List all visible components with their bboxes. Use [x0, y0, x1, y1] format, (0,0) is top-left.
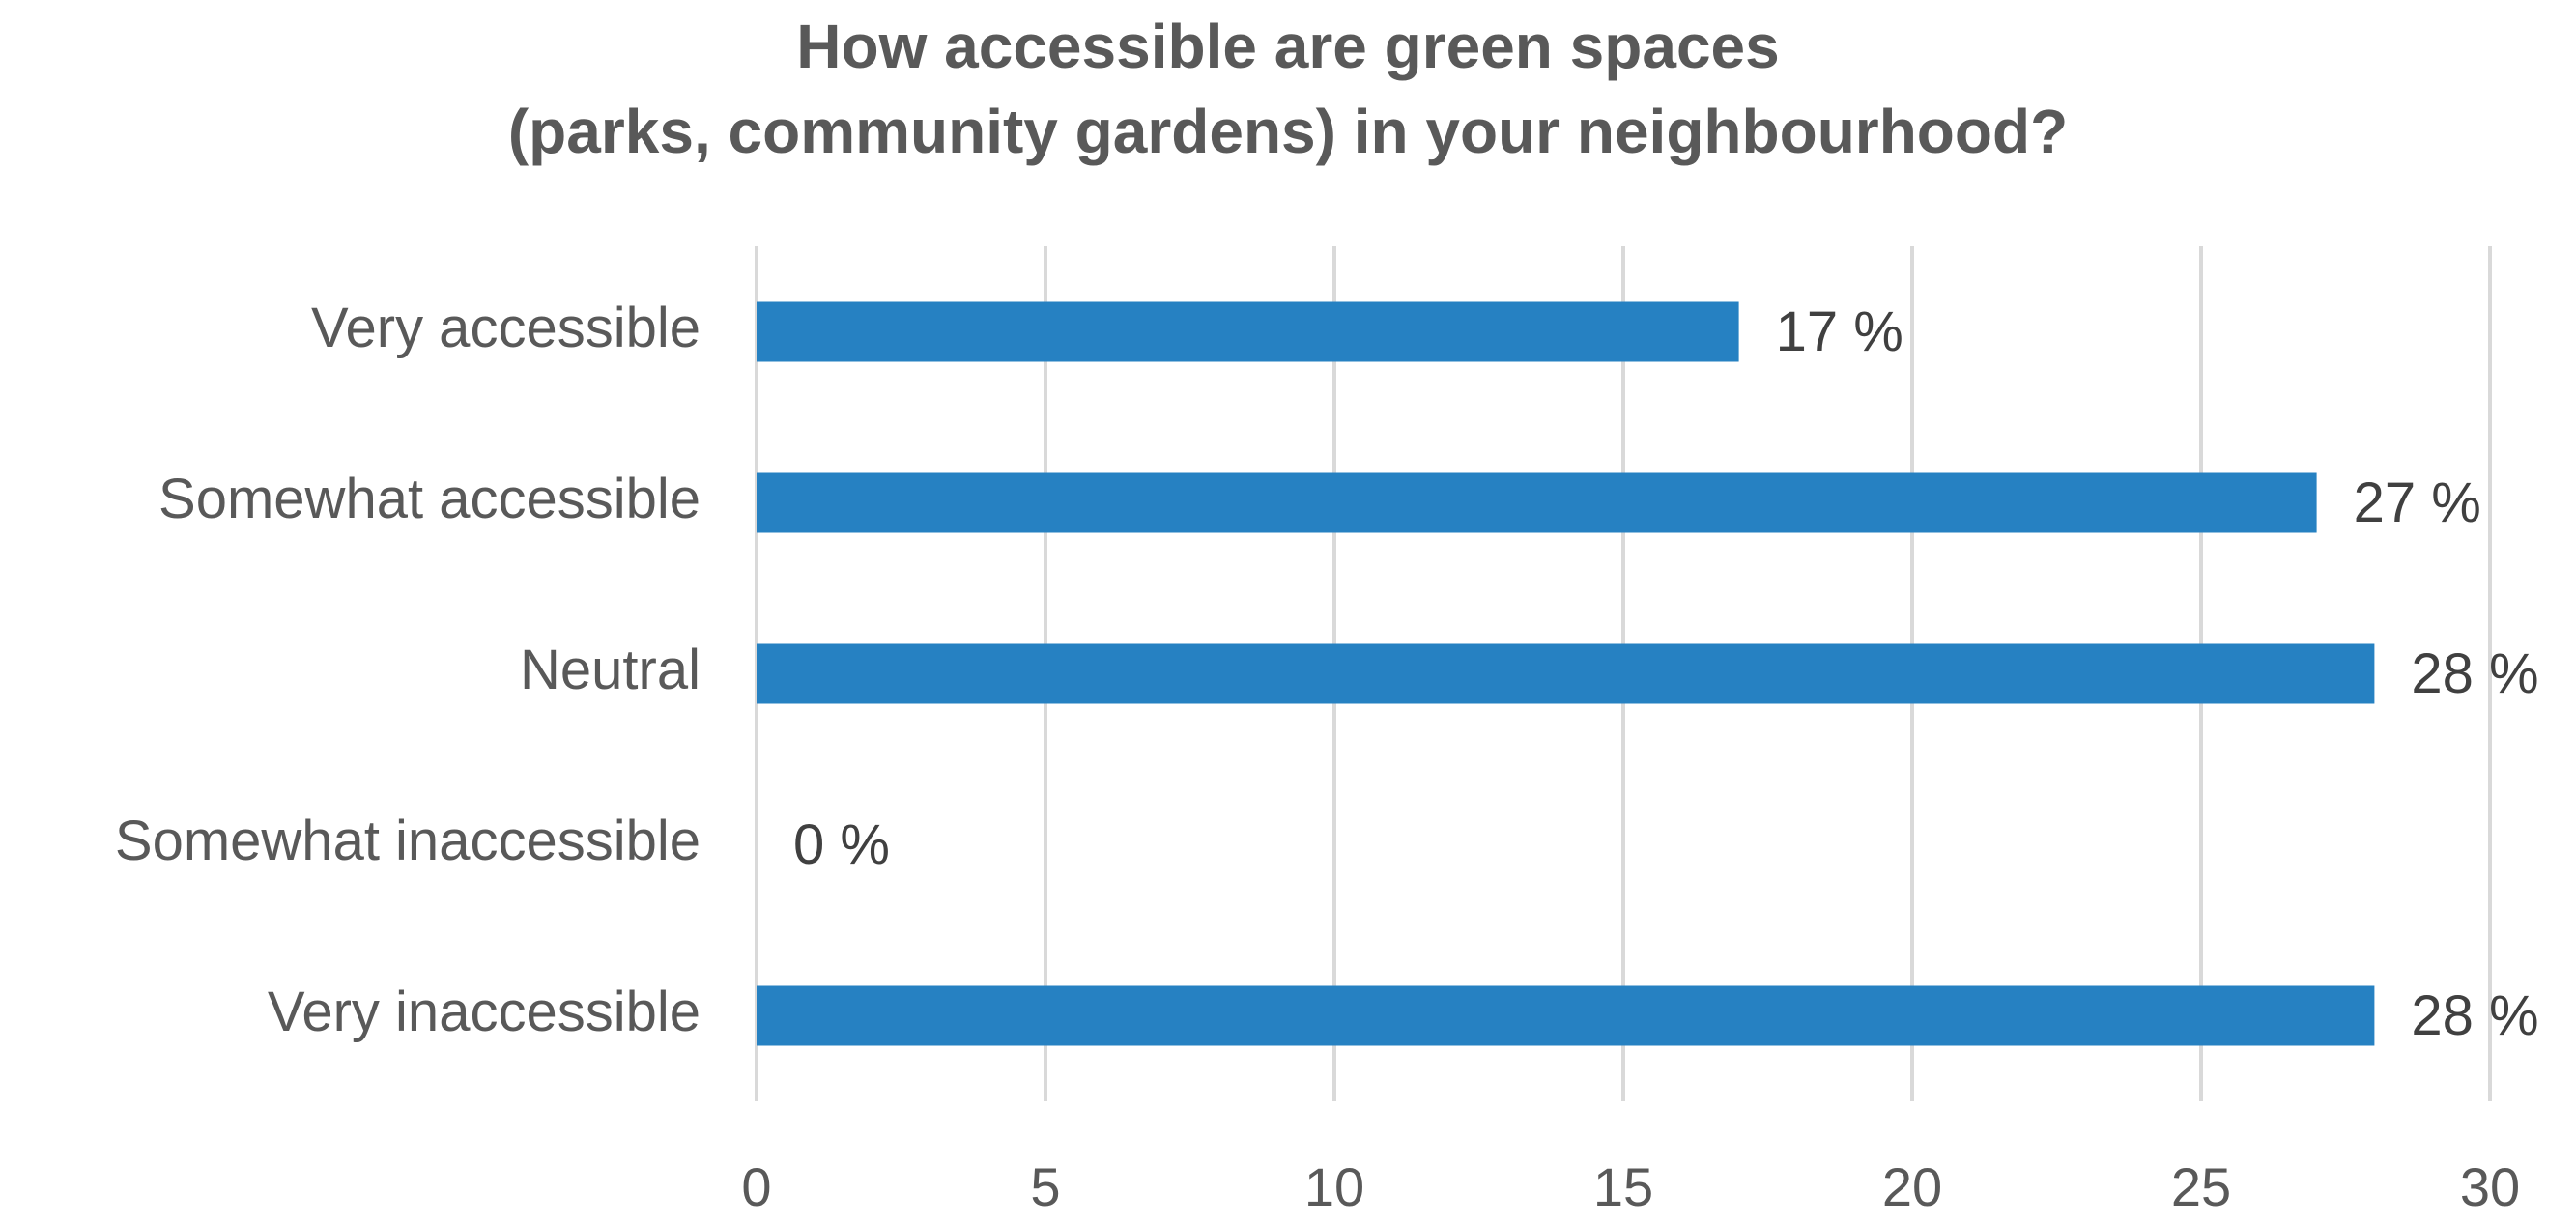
bar-somewhat-accessible	[757, 472, 2317, 533]
bar-very-inaccessible	[757, 985, 2375, 1046]
data-label-somewhat-accessible: 27 %	[2354, 471, 2481, 534]
category-label-very-accessible: Very accessible	[311, 297, 701, 359]
x-tick-label-10: 10	[1304, 1156, 1364, 1217]
category-label-somewhat-accessible: Somewhat accessible	[158, 468, 701, 530]
x-tick-label-20: 20	[1882, 1156, 1942, 1217]
chart-title-line-2: (parks, community gardens) in your neigh…	[508, 97, 2068, 166]
category-label-very-inaccessible: Very inaccessible	[268, 981, 701, 1043]
x-tick-label-5: 5	[1030, 1156, 1060, 1217]
x-tick-label-15: 15	[1593, 1156, 1653, 1217]
bar-very-accessible	[757, 301, 1739, 362]
category-label-neutral: Neutral	[520, 639, 701, 701]
data-label-very-inaccessible: 28 %	[2411, 984, 2538, 1047]
x-axis-ticks: 0 5 10 15 20 25 30	[741, 1156, 2520, 1217]
x-tick-label-30: 30	[2460, 1156, 2520, 1217]
data-labels: 17 % 27 % 28 % 0 % 28 %	[793, 300, 2539, 1047]
category-labels: Very accessible Somewhat accessible Neutra…	[115, 297, 701, 1043]
data-label-somewhat-inaccessible: 0 %	[793, 813, 890, 876]
data-label-neutral: 28 %	[2411, 642, 2538, 705]
x-tick-label-25: 25	[2171, 1156, 2231, 1217]
x-tick-label-0: 0	[741, 1156, 771, 1217]
data-label-very-accessible: 17 %	[1776, 300, 1903, 363]
chart-title-line-1: How accessible are green spaces	[796, 12, 1779, 81]
category-label-somewhat-inaccessible: Somewhat inaccessible	[115, 810, 701, 872]
bar-neutral	[757, 643, 2375, 704]
bars	[757, 301, 2375, 1046]
